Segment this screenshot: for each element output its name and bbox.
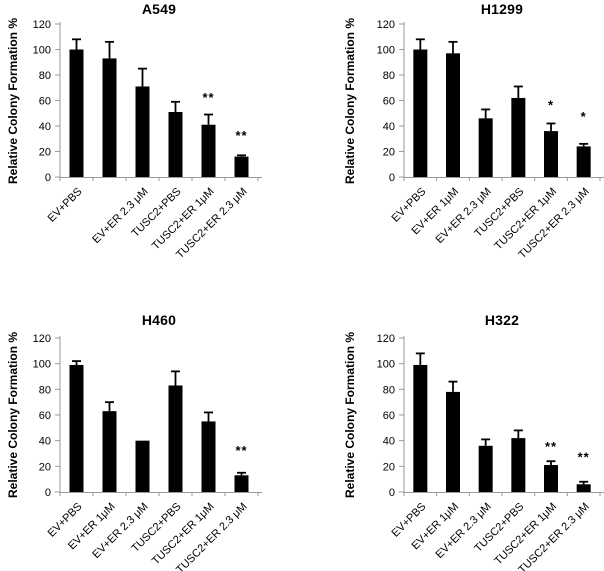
- y-tick-label: 40: [383, 121, 395, 133]
- chart-title-h1299: H1299: [480, 1, 524, 17]
- bar: [478, 118, 493, 177]
- y-tick-label: 60: [39, 96, 51, 108]
- bar: [544, 465, 558, 492]
- chart-title-a549: A549: [141, 1, 177, 17]
- x-tick-label: EV+ER 2.3 μM: [90, 186, 150, 246]
- bar: [576, 146, 591, 177]
- bar: [102, 58, 117, 177]
- bar: [135, 86, 150, 177]
- significance-marker: **: [578, 449, 590, 464]
- y-tick-label: 100: [33, 45, 51, 57]
- y-tick-label: 100: [33, 359, 51, 371]
- chart-panel-h1299: H1299 Relative Colony Formation % 0 20 40 6…: [302, 0, 604, 286]
- y-tick-label: 80: [383, 70, 395, 82]
- significance-marker: **: [202, 90, 214, 105]
- y-tick-label: 80: [39, 70, 51, 82]
- y-tick-label: 60: [383, 96, 395, 108]
- y-tick-label: 80: [39, 384, 51, 396]
- bar: [168, 111, 183, 177]
- y-tick-label: 0: [45, 487, 51, 499]
- chart-panel-h460: H460 Relative Colony Formation % 0 20 40 60…: [0, 285, 302, 571]
- bar: [576, 484, 591, 492]
- y-tick-label: 60: [39, 410, 51, 422]
- x-tick-label: EV+PBS: [46, 186, 85, 225]
- y-tick-label: 120: [33, 19, 51, 31]
- y-tick-label: 0: [45, 172, 51, 184]
- bar: [544, 131, 558, 177]
- chart-panel-a549: A549 Relative Colony Formation % 0 20 40 60…: [0, 0, 302, 286]
- bar: [478, 445, 493, 492]
- bar: [413, 49, 428, 177]
- bar: [234, 475, 249, 492]
- chart-panel-h322: H322 Relative Colony Formation % 0 20 40 60…: [302, 285, 604, 571]
- y-tick-label: 120: [377, 19, 395, 31]
- bar: [446, 53, 460, 178]
- y-tick-label: 60: [383, 410, 395, 422]
- bar: [69, 49, 84, 177]
- y-tick-label: 120: [33, 333, 51, 345]
- y-tick-label: 0: [389, 172, 395, 184]
- chart-title-h460: H460: [141, 312, 177, 328]
- y-tick-label: 80: [383, 384, 395, 396]
- y-tick-label: 20: [383, 147, 395, 159]
- y-tick-label: 40: [383, 436, 395, 448]
- bar: [102, 411, 117, 492]
- chart-title-h322: H322: [484, 312, 520, 328]
- y-tick-label: 120: [377, 333, 395, 345]
- y-tick-label: 20: [39, 461, 51, 473]
- bar: [201, 421, 216, 492]
- y-tick-label: 100: [377, 45, 395, 57]
- bar: [201, 124, 216, 177]
- significance-marker: **: [235, 443, 247, 458]
- bar: [135, 440, 150, 492]
- significance-marker: *: [548, 98, 554, 113]
- bar: [168, 385, 183, 492]
- bar: [446, 391, 460, 492]
- bar: [234, 156, 249, 177]
- bar: [69, 364, 84, 492]
- significance-marker: **: [235, 128, 247, 143]
- y-tick-label: 100: [377, 359, 395, 371]
- bar: [413, 364, 428, 492]
- y-tick-label: 20: [39, 147, 51, 159]
- significance-marker: *: [581, 109, 587, 124]
- y-tick-label: 0: [389, 487, 395, 499]
- y-tick-label: 40: [39, 121, 51, 133]
- bar: [511, 97, 526, 177]
- significance-marker: **: [545, 439, 557, 454]
- y-tick-label: 20: [383, 461, 395, 473]
- bar: [511, 438, 526, 492]
- y-tick-label: 40: [39, 436, 51, 448]
